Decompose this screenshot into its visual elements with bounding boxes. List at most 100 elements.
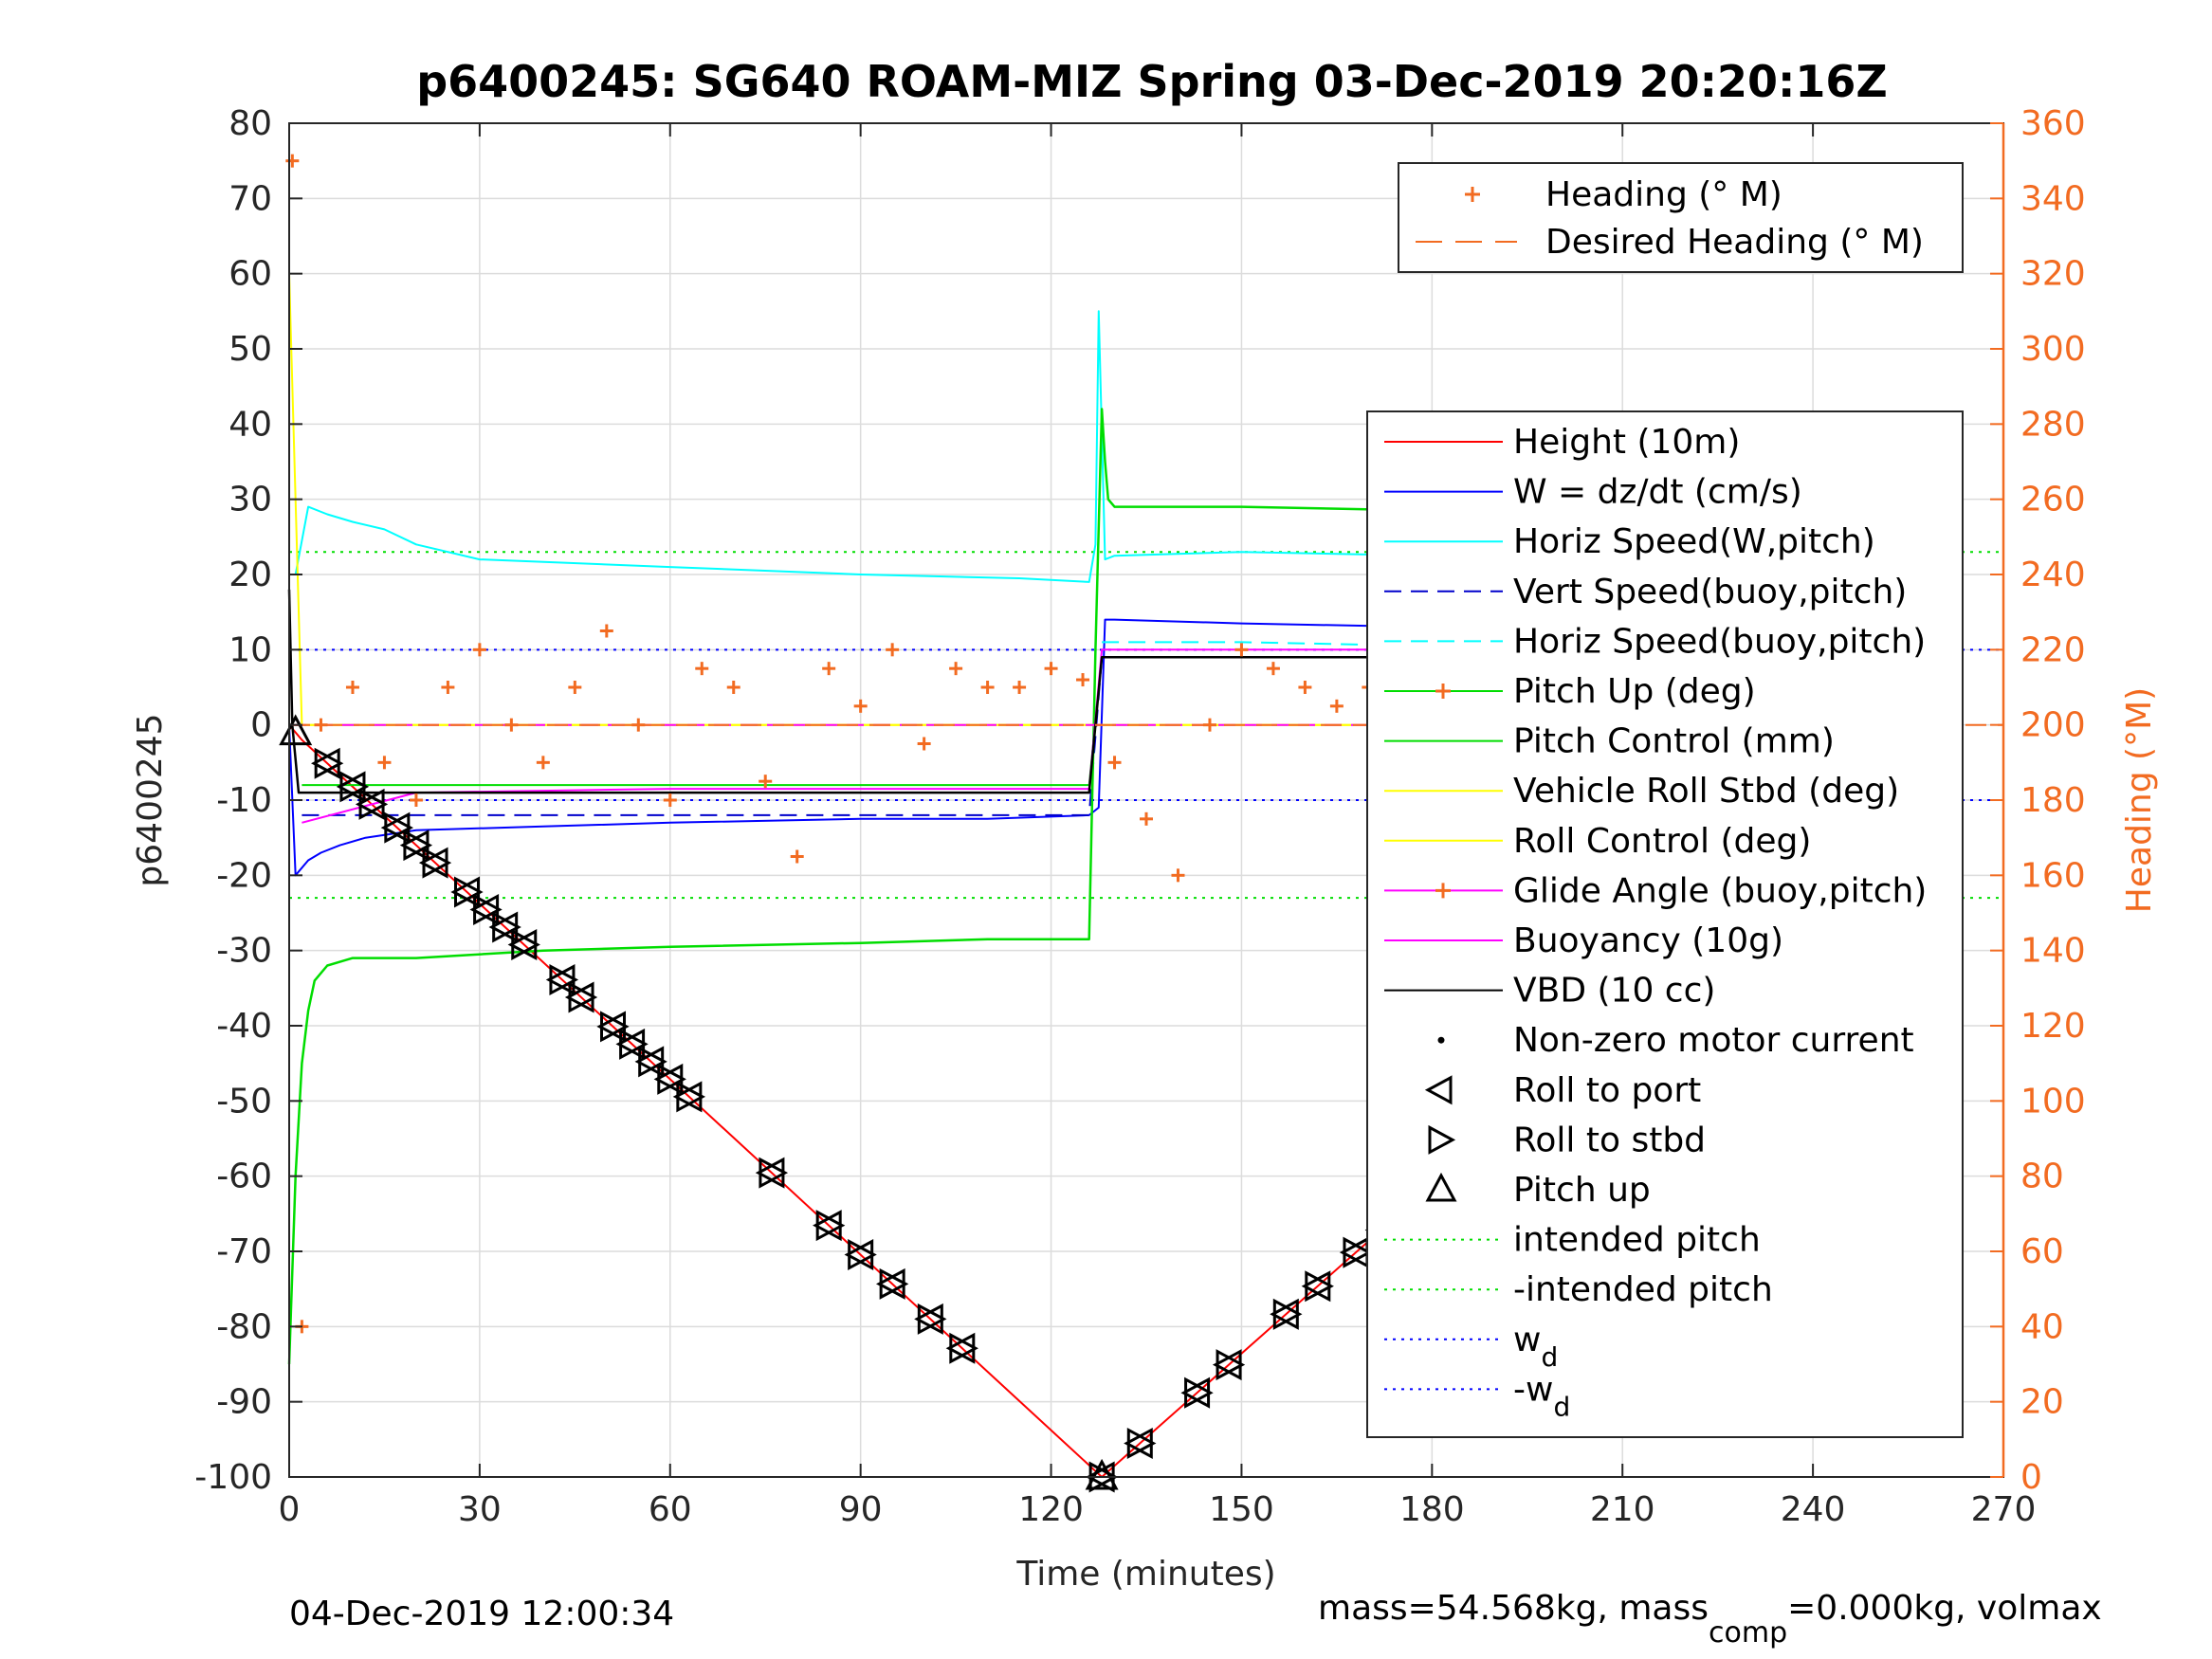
y2-axis-ticks: 3603403203002802602402202001801601401201…: [1990, 104, 2086, 1497]
roll-stbd-marker: [384, 811, 414, 844]
y-tick-label: -20: [216, 856, 272, 895]
heading-point: [1107, 756, 1122, 770]
legend-main-entry: Pitch Up (deg): [1384, 672, 1756, 711]
x-tick-label: 180: [1399, 1490, 1465, 1529]
roll-stbd-marker: [403, 830, 433, 862]
heading-point: [285, 154, 300, 168]
legend-main-entry: intended pitch: [1384, 1221, 1761, 1260]
heading-point: [345, 681, 359, 694]
roll-stbd-marker: [339, 771, 370, 803]
footer-mass: mass=54.568kg, masscomp=0.000kg, volmax: [1318, 1589, 2102, 1650]
legend-main-label: VBD (10 cc): [1513, 972, 1715, 1011]
roll-stbd-marker: [619, 1028, 649, 1060]
footer-mass-sub: comp: [1709, 1616, 1787, 1650]
legend-main-label: Vert Speed(buoy,pitch): [1513, 573, 1907, 611]
y-tick-label: -30: [216, 932, 272, 971]
roll-stbd-marker: [1184, 1376, 1214, 1409]
y-axis-label: p6400245: [131, 713, 170, 886]
legend-top-entry: Desired Heading (° M): [1416, 223, 1924, 262]
y-tick-label: 50: [229, 330, 272, 369]
y2-tick-label: 140: [2020, 932, 2086, 971]
y-tick-label: -80: [216, 1307, 272, 1346]
y-tick-label: 40: [229, 405, 272, 444]
legend-main-label: Height (10m): [1513, 423, 1740, 462]
roll-stbd-marker: [314, 747, 344, 779]
heading-point: [536, 756, 550, 770]
y2-tick-label: 340: [2020, 179, 2086, 218]
chart-title: p6400245: SG640 ROAM-MIZ Spring 03-Dec-2…: [416, 56, 1888, 107]
y2-tick-label: 240: [2020, 556, 2086, 594]
roll-stbd-marker: [1305, 1270, 1334, 1303]
y-tick-label: 0: [250, 706, 272, 745]
roll-stbd-marker: [815, 1210, 846, 1242]
heading-point: [1013, 681, 1027, 694]
heading-point: [1076, 673, 1090, 687]
legend-main-entry: Vehicle Roll Stbd (deg): [1384, 772, 1899, 811]
heading-point: [790, 849, 804, 864]
heading-point: [695, 662, 709, 676]
legend-main-label: Non-zero motor current: [1513, 1021, 1914, 1060]
heading-point: [1140, 811, 1153, 826]
legend-main-entry: wd: [1384, 1321, 1558, 1373]
legend-main-entry: VBD (10 cc): [1384, 972, 1715, 1011]
legend-main-label: Roll Control (deg): [1513, 822, 1811, 861]
legend-main-label: W = dz/dt (cm/s): [1513, 473, 1802, 512]
y-tick-label: 20: [229, 556, 272, 594]
heading-point: [1266, 662, 1280, 676]
y-tick-label: -70: [216, 1232, 272, 1271]
heading-point: [980, 681, 995, 694]
roll-stbd-marker: [879, 1267, 909, 1300]
roll-stbd-marker: [473, 893, 503, 925]
roll-stbd-marker: [453, 876, 484, 908]
legend-main-label: Pitch up: [1513, 1171, 1651, 1210]
heading-point: [1171, 868, 1185, 883]
y-tick-label: -40: [216, 1007, 272, 1046]
x-tick-label: 270: [1971, 1490, 2037, 1529]
legend-main-label: Roll to stbd: [1513, 1121, 1706, 1159]
y2-tick-label: 100: [2020, 1082, 2086, 1121]
x-tick-label: 60: [649, 1490, 692, 1529]
y2-tick-label: 200: [2020, 706, 2086, 745]
legend-main-entry: -intended pitch: [1384, 1270, 1773, 1309]
y-tick-label: 70: [229, 179, 272, 218]
roll-stbd-marker: [848, 1239, 877, 1271]
heading-point: [441, 681, 455, 694]
roll-stbd-marker: [759, 1157, 789, 1189]
footer-date: 04-Dec-2019 12:00:34: [289, 1595, 674, 1633]
legend-top-label: Desired Heading (° M): [1545, 223, 1924, 262]
x-tick-label: 120: [1018, 1490, 1084, 1529]
y2-tick-label: 220: [2020, 630, 2086, 669]
heading-point: [377, 756, 392, 770]
roll-stbd-marker: [638, 1046, 667, 1078]
heading-point: [472, 643, 486, 657]
legend-main: Height (10m) W = dz/dt (cm/s) Horiz Speed(…: [1366, 410, 1964, 1438]
heading-point: [314, 718, 328, 732]
x-tick-label: 30: [458, 1490, 502, 1529]
pitch-up-marker: [1085, 1458, 1119, 1490]
heading-point: [886, 643, 900, 657]
heading-point: [504, 718, 519, 732]
y2-tick-label: 320: [2020, 255, 2086, 294]
legend-main-entry: -wd: [1384, 1370, 1570, 1422]
legend-main-entry: Pitch up: [1425, 1171, 1651, 1210]
roll-stbd-marker: [917, 1303, 947, 1335]
legend-main-label: wd: [1513, 1321, 1558, 1373]
y2-tick-label: 40: [2020, 1307, 2064, 1346]
heading-point: [631, 718, 646, 732]
roll-stbd-marker: [422, 847, 452, 879]
roll-stbd-marker: [568, 981, 598, 1013]
legend-main-label: -wd: [1513, 1370, 1570, 1422]
heading-point: [1329, 699, 1344, 713]
legend-main-entry: Height (10m): [1384, 423, 1740, 462]
heading-point: [663, 793, 677, 807]
legend-main-label: Buoyancy (10g): [1513, 921, 1783, 960]
legend-main-entry: Glide Angle (buoy,pitch): [1384, 871, 1927, 910]
legend-main-label: Pitch Control (mm): [1513, 722, 1835, 761]
legend-main-entry: Buoyancy (10g): [1384, 921, 1783, 960]
legend-main-label: Pitch Up (deg): [1513, 672, 1756, 711]
roll-stbd-marker: [1343, 1236, 1373, 1268]
x-tick-label: 240: [1781, 1490, 1846, 1529]
heading-point: [1044, 662, 1058, 676]
y2-tick-label: 180: [2020, 781, 2086, 820]
